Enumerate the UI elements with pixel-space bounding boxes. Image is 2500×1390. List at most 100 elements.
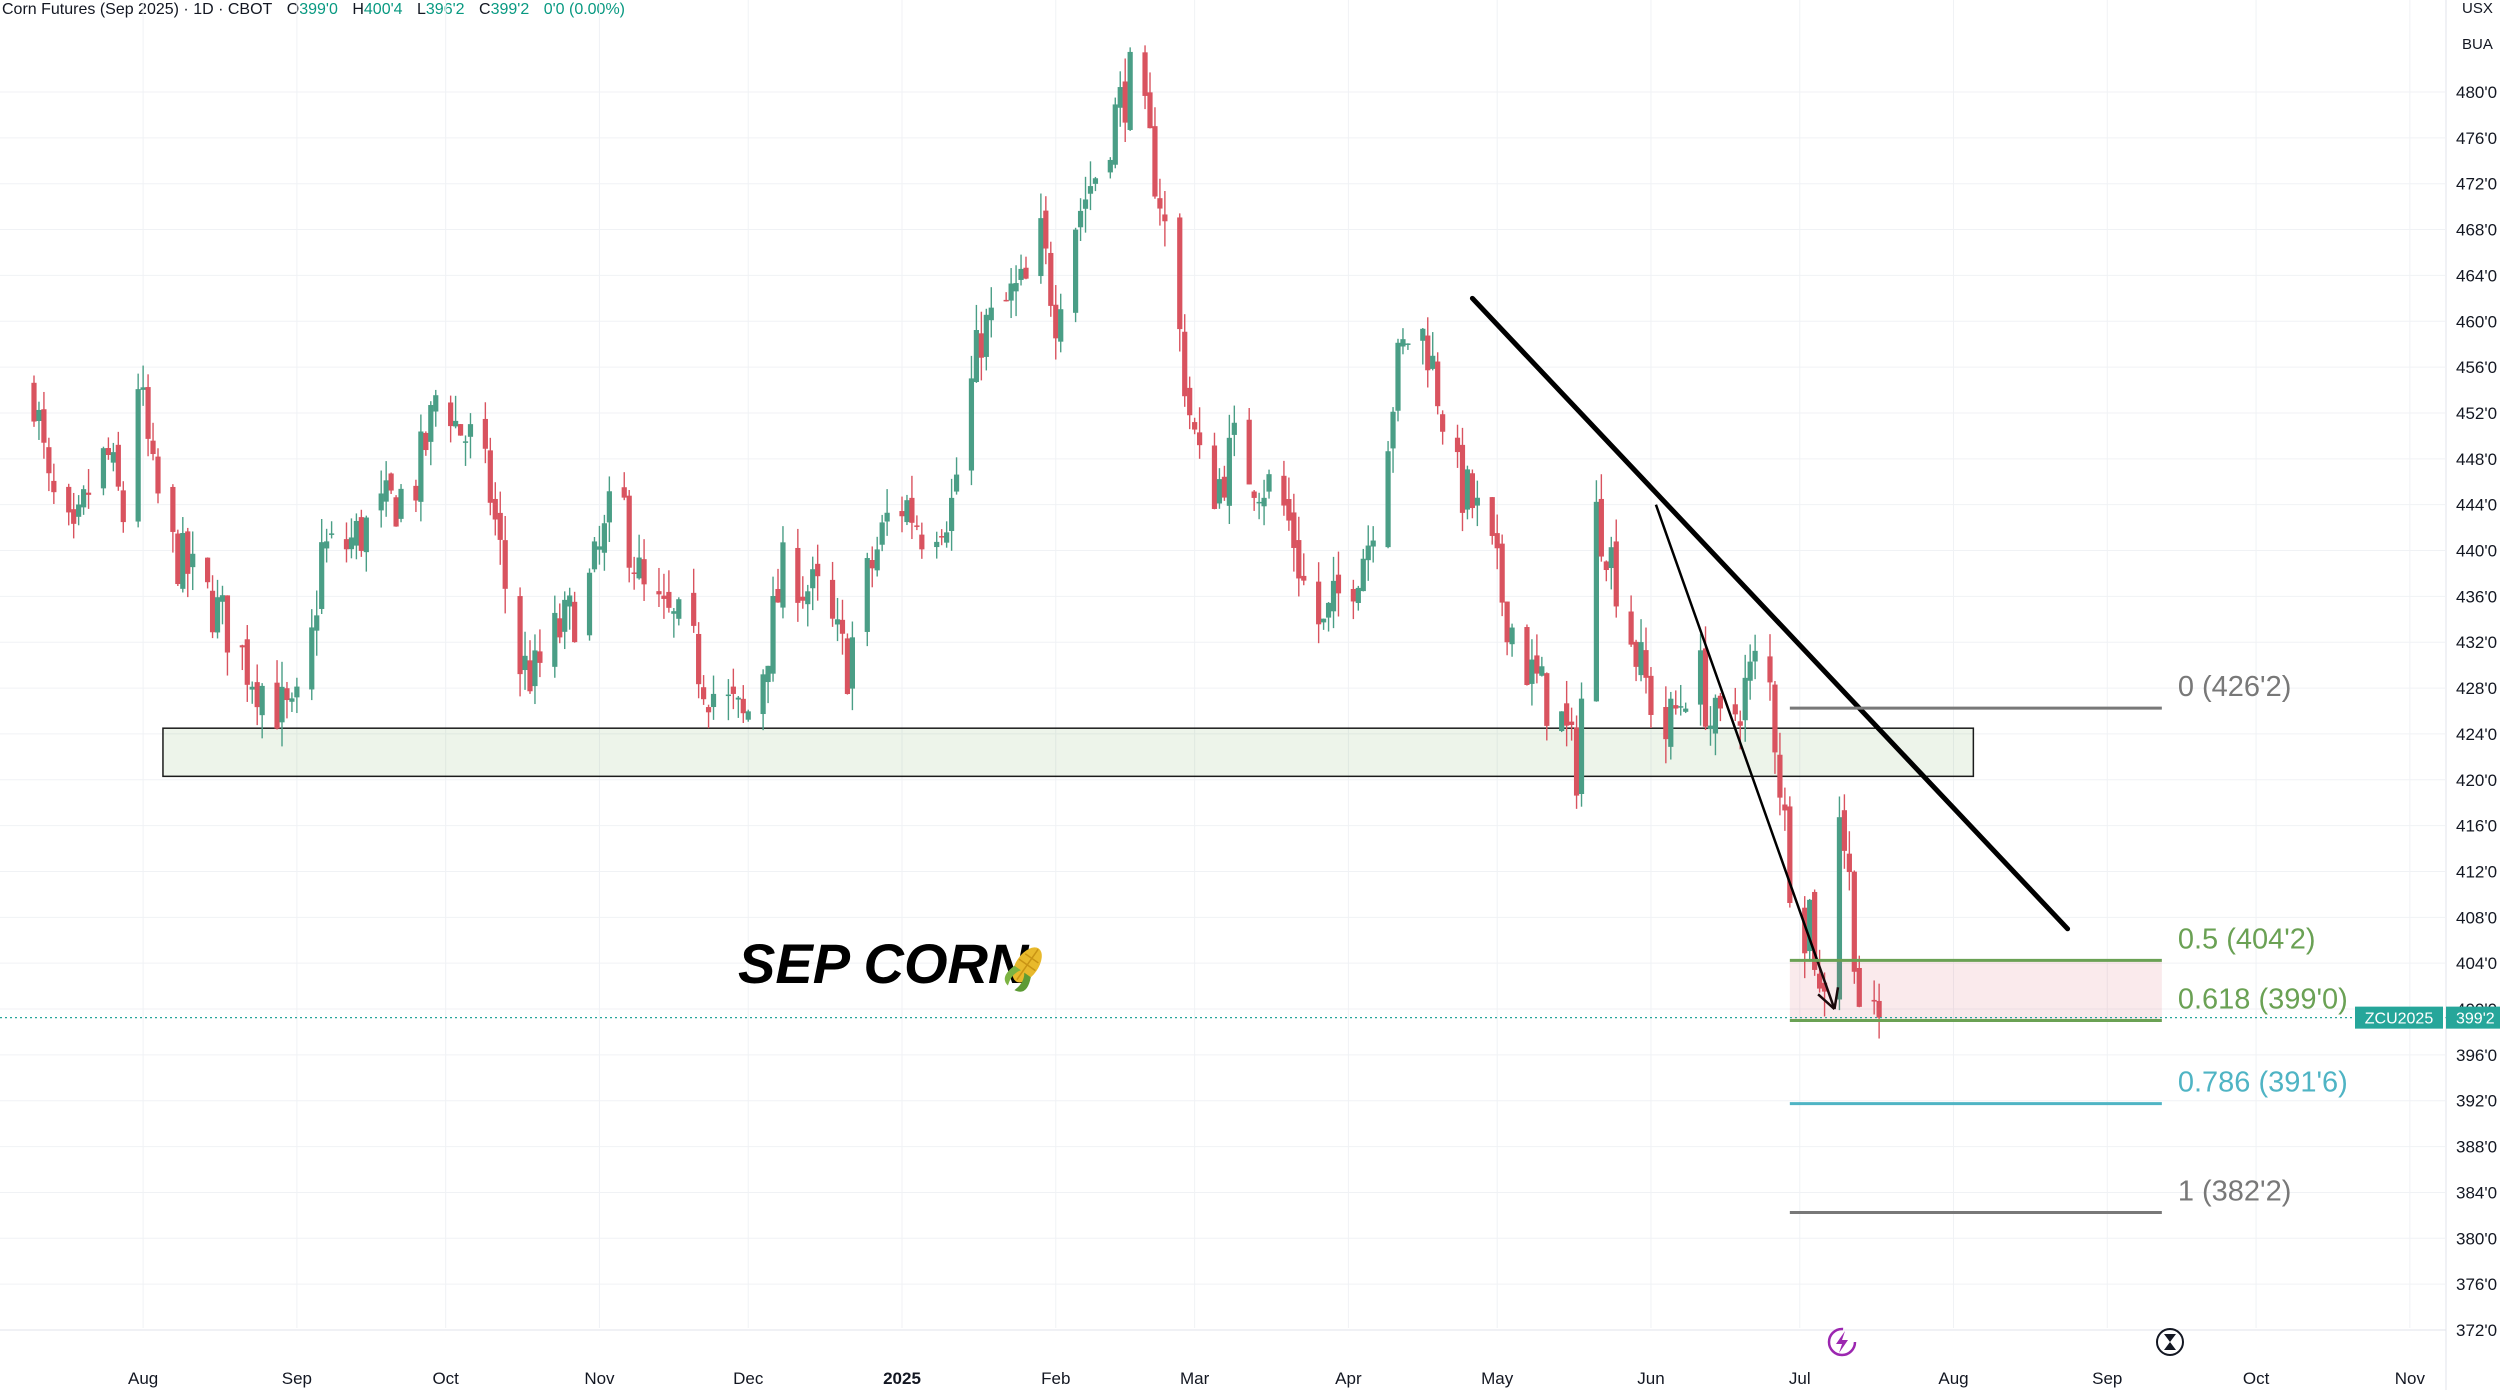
candle-body (100, 448, 107, 489)
candle-body (1316, 581, 1322, 625)
candle-body (1777, 754, 1783, 798)
quantity-unit-label[interactable]: BUA (2462, 36, 2493, 53)
candle-body (1211, 445, 1218, 509)
candle-body (1678, 706, 1684, 708)
high-label: H (352, 1, 364, 18)
hourglass-icon[interactable] (2156, 1328, 2184, 1356)
candle-body (1717, 695, 1723, 709)
high-value: 400'4 (363, 1, 403, 18)
candle-body (462, 441, 469, 443)
candle-body (309, 627, 315, 690)
candle-body (973, 330, 979, 383)
candle-body (1365, 545, 1371, 561)
fib-retracement[interactable]: 0 (426'2) 0.5 (404'2) 0.618 (399'0) 0.786 (… (0, 671, 2446, 1215)
x-tick-label: May (1481, 1369, 1514, 1388)
candle-body (1564, 703, 1570, 726)
candle-body (661, 595, 667, 599)
candle-body (363, 517, 369, 553)
candle-body (586, 572, 593, 636)
candle-body (1425, 335, 1431, 371)
candle-body (1177, 217, 1183, 330)
candle-body (1162, 214, 1168, 222)
candle-body (244, 639, 250, 685)
candle-body (1321, 618, 1327, 623)
candle-body (641, 559, 647, 585)
symbol-title[interactable]: Corn Futures (Sep 2025) · 1D · CBOT (2, 1, 273, 18)
candle-body (805, 591, 811, 605)
y-tick-label: 424'0 (2456, 725, 2497, 744)
candle-body (358, 517, 364, 551)
candle-body (36, 409, 42, 421)
candle-body (1846, 853, 1852, 873)
currency-unit-label[interactable]: USX (2462, 0, 2493, 17)
y-tick-label: 480'0 (2456, 83, 2497, 102)
sep-corn-annotation[interactable]: SEP CORN (738, 932, 1030, 995)
candle-body (1702, 648, 1709, 727)
y-tick-label: 380'0 (2456, 1229, 2497, 1248)
candle-body (1038, 218, 1044, 277)
symbol-price-tag[interactable] (2355, 1006, 2443, 1029)
candle-body (1802, 907, 1808, 954)
change-value: 0'0 (0.00%) (543, 1, 626, 18)
candle-body (601, 523, 607, 553)
candle-body (1603, 561, 1609, 571)
candle-body (319, 542, 325, 609)
candle-body (869, 560, 875, 569)
corn-icon (1004, 947, 1042, 992)
candle-body (1573, 727, 1580, 796)
drawings (1469, 295, 2071, 1010)
grid (0, 0, 2445, 1331)
candle-body (1459, 444, 1466, 513)
support-zone-box[interactable] (162, 727, 1975, 778)
candle-body (209, 590, 216, 633)
candle-body (1127, 51, 1133, 130)
candle-body (1668, 698, 1674, 747)
candle-body (448, 402, 454, 427)
candle-body (1435, 361, 1441, 407)
candle-body (1683, 708, 1689, 712)
y-tick-label: 444'0 (2456, 496, 2497, 515)
candle-body (760, 674, 766, 715)
candle-body (115, 444, 121, 487)
candle-body (249, 686, 255, 690)
candle-body (1821, 982, 1828, 992)
candle-body (1593, 501, 1599, 702)
close-value: 399'2 (490, 1, 530, 18)
candle-body (1008, 283, 1014, 301)
candle-body (983, 314, 989, 357)
candle-body (1226, 437, 1232, 506)
candle-body (135, 389, 141, 522)
candle-body (730, 686, 736, 694)
candle-body (909, 497, 915, 523)
candle-body (949, 497, 955, 532)
x-tick-label: 2025 (883, 1369, 921, 1388)
candle-body (393, 497, 399, 527)
lightning-icon[interactable] (1827, 1327, 1857, 1357)
candle-body (205, 557, 211, 583)
trendline[interactable] (1469, 295, 2071, 932)
candle-body (1807, 899, 1813, 952)
candle-body (864, 558, 870, 632)
candle-body (1092, 178, 1099, 184)
candle-body (1395, 342, 1401, 411)
candles (31, 45, 1882, 1039)
candle-body (696, 633, 702, 685)
projection-arrow[interactable] (1654, 504, 1836, 1010)
x-tick-label: Sep (2092, 1369, 2122, 1388)
candle-body (1231, 422, 1237, 435)
candle-body (487, 450, 493, 503)
candle-body (1643, 650, 1649, 678)
candle-body (1747, 661, 1753, 681)
fib-level-label: 0.5 (404'2) (2178, 923, 2316, 955)
candle-body (939, 536, 945, 538)
candle-body (666, 591, 672, 608)
candle-body (1836, 817, 1843, 1000)
x-tick-label: Oct (432, 1369, 459, 1388)
candle-body (1256, 501, 1262, 504)
candle-body (1048, 252, 1054, 306)
candle-body (329, 533, 335, 535)
last-price-tag[interactable] (2446, 1006, 2500, 1029)
candle-body (606, 491, 612, 523)
candle-body (1330, 580, 1337, 612)
